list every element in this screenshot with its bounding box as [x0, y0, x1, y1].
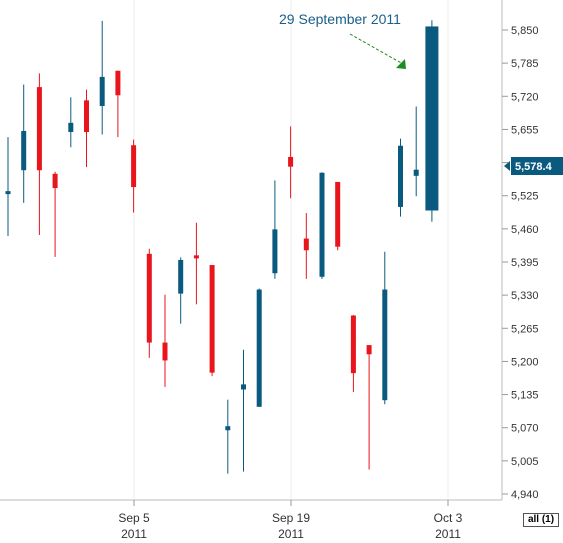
y-tick-label-11: 5,135	[511, 390, 539, 402]
candle-4	[68, 97, 74, 148]
candle-20	[319, 172, 325, 279]
candle-body-22	[350, 315, 356, 374]
x-tick-label-sep5: Sep 5	[118, 511, 150, 525]
y-tick-label-9: 5,265	[511, 323, 539, 335]
candle-24	[382, 251, 388, 405]
candle-18	[288, 126, 294, 199]
annotation-text: 29 September 2011	[279, 11, 401, 27]
candle-12	[193, 222, 199, 305]
candle-22	[350, 315, 356, 393]
candle-8	[131, 139, 137, 213]
candle-9	[146, 248, 152, 358]
annotation-arrow-head	[396, 59, 406, 69]
candle-body-4	[68, 122, 74, 132]
candles-layer	[5, 20, 439, 474]
y-tick-label-0: 5,850	[511, 25, 539, 37]
candle-10	[162, 294, 168, 387]
last-value-label: 5,578.4	[515, 161, 553, 173]
candle-body-2	[36, 87, 42, 171]
y-tick-label-13: 5,005	[511, 456, 539, 468]
y-tick-label-5: 5,525	[511, 191, 539, 203]
candle-body-1	[21, 130, 27, 171]
y-tick-label-10: 5,200	[511, 356, 539, 368]
candle-body-5	[84, 100, 89, 132]
candle-23	[366, 345, 372, 470]
candle-body-19	[303, 238, 309, 251]
candle-body-9	[146, 253, 152, 343]
candle-19	[303, 213, 309, 279]
candle-body-13	[209, 265, 215, 373]
candle-body-10	[162, 342, 168, 361]
candle-15	[241, 349, 246, 472]
candle-5	[84, 89, 89, 168]
y-tick-label-14: 4,940	[511, 489, 539, 501]
candle-body-25	[398, 145, 403, 207]
candle-body-20	[319, 172, 325, 277]
candle-body-23	[366, 345, 372, 355]
candle-body-24	[382, 289, 388, 401]
candle-body-7	[115, 70, 121, 96]
candle-body-6	[99, 76, 105, 106]
vertical-grid	[133, 0, 449, 500]
candle-3	[52, 171, 58, 257]
candle-17	[272, 180, 278, 279]
y-tick-label-7: 5,395	[511, 257, 539, 269]
candle-body-26	[413, 169, 419, 176]
candle-26	[413, 106, 419, 197]
y-tick-label-1: 5,785	[511, 58, 539, 70]
y-tick-label-12: 5,070	[511, 423, 539, 435]
candle-14	[225, 399, 231, 474]
candle-16	[256, 288, 262, 407]
candle-25	[398, 138, 403, 217]
candle-1	[21, 84, 27, 203]
x-tick-year-sep19: 2011	[278, 527, 304, 541]
annotation-arrow-line	[349, 33, 404, 65]
candle-body-16	[256, 289, 262, 407]
candle-2	[36, 73, 42, 235]
candle-body-12	[193, 255, 199, 259]
range-selector-button[interactable]: all (1)	[523, 513, 559, 527]
candle-body-3	[52, 173, 58, 189]
last-value-pointer	[504, 161, 510, 171]
candle-13	[209, 265, 215, 377]
plot-background	[0, 0, 502, 500]
candle-6	[99, 20, 105, 135]
candle-0	[5, 137, 11, 236]
candle-body-18	[288, 156, 294, 167]
x-tick-label-sep19: Sep 19	[272, 511, 310, 525]
y-tick-label-3: 5,655	[511, 124, 539, 136]
candle-body-11	[178, 259, 184, 294]
candle-11	[178, 257, 184, 324]
x-tick-label-oct3: Oct 3	[434, 511, 463, 525]
x-tick-year-oct3: 2011	[435, 527, 461, 541]
y-axis-ticks: 5,8505,7855,7205,6555,5905,5255,4605,395…	[502, 25, 539, 501]
candle-body-0	[5, 191, 11, 195]
candle-body-21	[335, 181, 341, 247]
candle-body-8	[131, 145, 137, 188]
last-value-box	[511, 157, 563, 175]
x-tick-year-sep5: 2011	[121, 527, 147, 541]
x-axis-ticks: Sep 5 2011 Sep 19 2011 Oct 3 2011	[118, 500, 463, 541]
candle-21	[335, 181, 341, 251]
candle-body-17	[272, 229, 278, 274]
y-tick-label-2: 5,720	[511, 91, 539, 103]
candle-27	[425, 20, 439, 222]
y-tick-label-8: 5,330	[511, 290, 539, 302]
candle-7	[115, 70, 121, 138]
candle-body-15	[241, 384, 246, 390]
y-tick-label-6: 5,460	[511, 224, 539, 236]
candle-body-14	[225, 426, 231, 431]
last-value-marker: 5,578.4	[504, 157, 563, 175]
annotation: 29 September 2011	[279, 11, 406, 69]
candle-body-27	[425, 26, 439, 211]
